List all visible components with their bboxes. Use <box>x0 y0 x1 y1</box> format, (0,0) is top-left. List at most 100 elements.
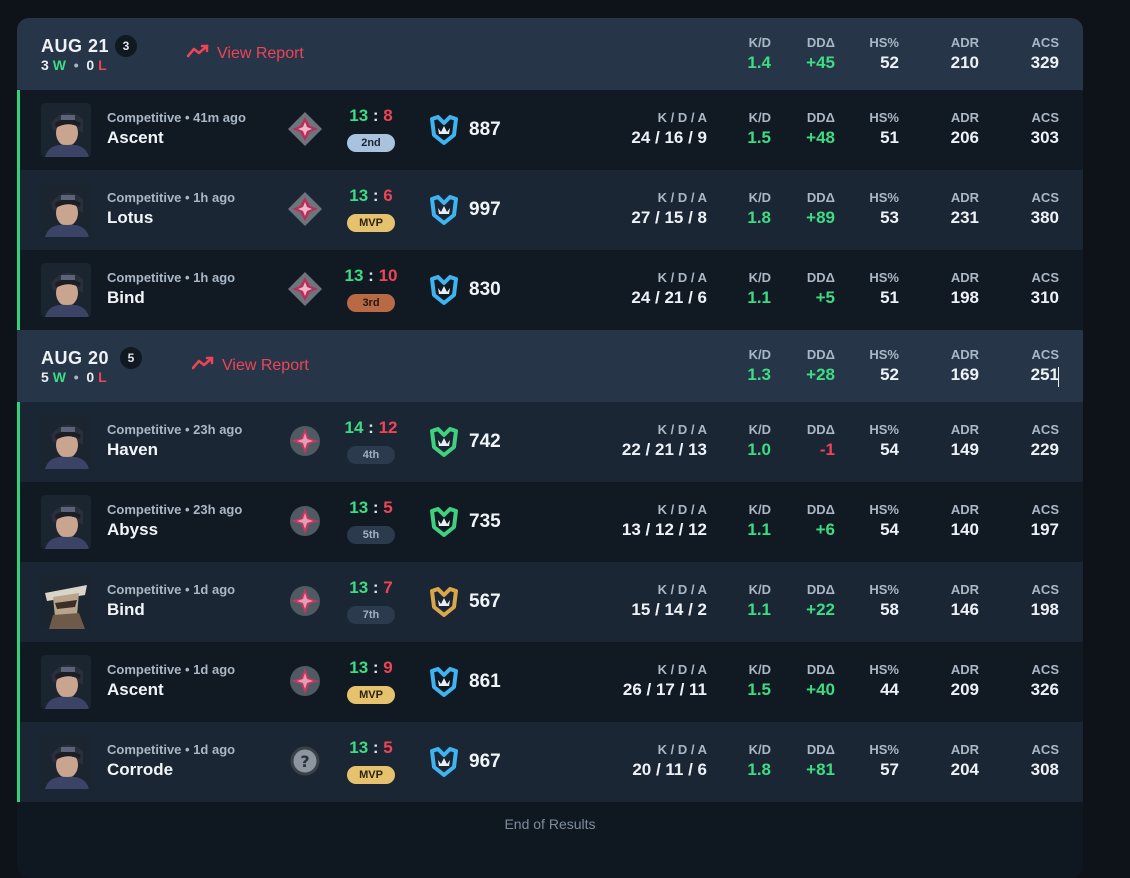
match-mode-time: Competitive • 1d ago <box>107 582 236 597</box>
match-row[interactable]: Competitive • 1d ago Bind 13 : 7 7th 567 K … <box>17 562 1083 642</box>
diamond-rank-icon <box>286 190 324 228</box>
match-score: 13 : 9 <box>349 658 393 677</box>
match-mode-time: Competitive • 23h ago <box>107 502 243 517</box>
unknown-rank-icon: ? <box>286 742 324 780</box>
agent-portrait-icon <box>41 263 91 317</box>
match-row[interactable]: Competitive • 1d ago Corrode ? 13 : 5 MVP 9… <box>17 722 1083 802</box>
adr-label: ADR <box>950 502 979 517</box>
diamond-rank-icon <box>286 110 324 148</box>
star-rank-icon <box>286 502 324 540</box>
blue-crown-icon <box>428 747 460 777</box>
hs-value: 51 <box>880 288 899 307</box>
summary-adr-value: 210 <box>950 53 979 72</box>
wins-count: 5 <box>41 369 49 385</box>
losses-label: L <box>98 369 107 385</box>
adr-value: 198 <box>950 288 979 307</box>
score-enemy: 5 <box>383 498 393 517</box>
hs-label: HS% <box>869 582 899 597</box>
kd-label: K/D <box>748 270 771 285</box>
summary-adr-value: 169 <box>950 365 979 384</box>
map-name: Ascent <box>107 680 164 699</box>
rating-value: 887 <box>469 119 501 140</box>
kd-label: K/D <box>748 110 771 125</box>
acs-value: 197 <box>1030 520 1059 539</box>
gold-crown-icon <box>428 587 460 617</box>
dd-label: DDΔ <box>806 190 835 205</box>
diamond-rank-icon <box>286 270 324 308</box>
group-date: AUG 20 <box>41 348 110 368</box>
dd-label: DDΔ <box>806 270 835 285</box>
record-separator: • <box>73 57 79 73</box>
summary-hs-value: 52 <box>880 365 899 384</box>
agent-portrait-icon <box>41 415 91 469</box>
trend-chart-icon <box>191 356 214 375</box>
agent-portrait-icon <box>41 183 91 237</box>
match-row[interactable]: Competitive • 1d ago Ascent 13 : 9 MVP 861… <box>17 642 1083 722</box>
star-rank-icon <box>286 422 324 460</box>
view-report-link[interactable]: View Report <box>191 356 309 375</box>
kda-value: 13 / 12 / 12 <box>621 520 707 539</box>
score-enemy: 8 <box>383 106 393 125</box>
wins-label: W <box>52 369 66 385</box>
acs-value: 198 <box>1030 600 1059 619</box>
kd-value: 1.1 <box>747 520 771 539</box>
blue-crown-icon <box>428 667 460 697</box>
score-team: 13 <box>349 186 369 205</box>
text-cursor <box>1058 367 1059 387</box>
blue-crown-icon <box>428 195 460 225</box>
score-team: 13 <box>344 266 364 285</box>
score-enemy: 6 <box>383 186 393 205</box>
summary-dd-label: DDΔ <box>806 347 835 362</box>
dd-label: DDΔ <box>806 742 835 757</box>
score-team: 13 <box>349 578 369 597</box>
summary-kd-label: K/D <box>748 347 771 362</box>
match-row[interactable]: Competitive • 23h ago Abyss 13 : 5 5th 735… <box>17 482 1083 562</box>
trend-chart-icon <box>186 44 209 63</box>
kd-value: 1.1 <box>747 600 771 619</box>
dd-value: +81 <box>806 760 835 779</box>
acs-value: 310 <box>1030 288 1059 307</box>
hs-label: HS% <box>869 662 899 677</box>
placement-badge: 3rd <box>347 294 395 312</box>
kda-value: 20 / 11 / 6 <box>632 760 707 779</box>
agent-portrait-icon <box>41 735 91 789</box>
placement-badge: 4th <box>347 446 395 464</box>
kd-value: 1.5 <box>747 680 771 699</box>
hs-label: HS% <box>869 422 899 437</box>
match-row[interactable]: Competitive • 1h ago Bind 13 : 10 3rd 830 K… <box>17 250 1083 330</box>
dd-label: DDΔ <box>806 502 835 517</box>
view-report-link[interactable]: View Report <box>186 44 304 63</box>
dd-value: -1 <box>819 440 835 459</box>
match-count-badge: 5 <box>120 347 142 369</box>
adr-label: ADR <box>950 422 979 437</box>
acs-label: ACS <box>1031 502 1059 517</box>
adr-label: ADR <box>950 742 979 757</box>
group-date: AUG 21 <box>41 36 110 56</box>
match-row[interactable]: Competitive • 23h ago Haven 14 : 12 4th 74… <box>17 402 1083 482</box>
acs-value: 380 <box>1030 208 1059 227</box>
kda-label: K / D / A <box>657 502 707 517</box>
kd-value: 1.1 <box>747 288 771 307</box>
acs-value: 229 <box>1030 440 1059 459</box>
summary-hs-label: HS% <box>869 35 899 50</box>
map-name: Corrode <box>107 760 174 779</box>
summary-adr-label: ADR <box>950 35 979 50</box>
wins-count: 3 <box>41 57 49 73</box>
match-mode-time: Competitive • 1h ago <box>107 190 236 205</box>
dd-value: +40 <box>806 680 835 699</box>
green-crown-icon <box>428 507 460 537</box>
hs-label: HS% <box>869 742 899 757</box>
kda-value: 24 / 21 / 6 <box>631 288 707 307</box>
map-name: Bind <box>107 288 145 307</box>
kda-value: 24 / 16 / 9 <box>631 128 707 147</box>
summary-kd-label: K/D <box>748 35 771 50</box>
kd-value: 1.0 <box>747 440 771 459</box>
match-row[interactable]: Competitive • 1h ago Lotus 13 : 6 MVP 997 K… <box>17 170 1083 250</box>
adr-value: 146 <box>950 600 979 619</box>
kda-value: 26 / 17 / 11 <box>622 680 707 699</box>
score-enemy: 12 <box>378 418 398 437</box>
kda-value: 27 / 15 / 8 <box>631 208 707 227</box>
summary-acs-label: ACS <box>1031 347 1059 362</box>
kda-label: K / D / A <box>657 190 707 205</box>
match-row[interactable]: Competitive • 41m ago Ascent 13 : 8 2nd 88… <box>17 90 1083 170</box>
